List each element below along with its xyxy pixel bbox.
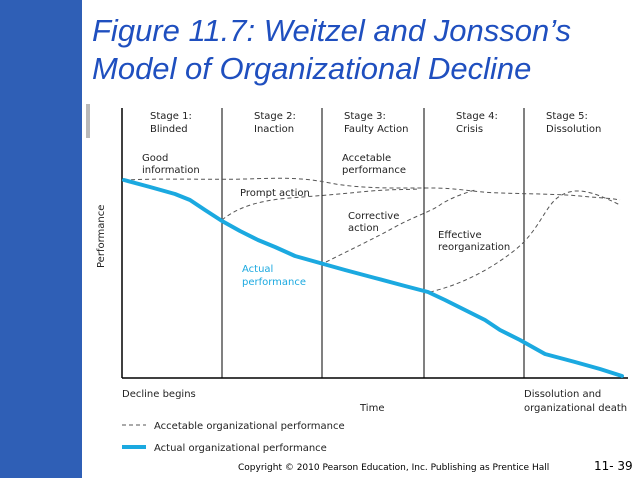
- decline-begins-label: Decline begins: [122, 389, 196, 400]
- stage-1-number: Stage 1:: [150, 111, 192, 122]
- stage-1-name: Blinded: [150, 124, 188, 135]
- acceptable-performance-label-1: Accetable: [342, 153, 391, 164]
- corrective-action-label-1: Corrective: [348, 211, 399, 222]
- dissolution-label-2: organizational death: [524, 403, 627, 414]
- y-axis-label: Performance: [96, 205, 107, 268]
- acceptable-performance-label-2: performance: [342, 165, 406, 176]
- stage-5-name: Dissolution: [546, 124, 601, 135]
- slide-title-line-1: Figure 11.7: Weitzel and Jonsson’s: [92, 13, 572, 48]
- left-accent-bar: [0, 0, 82, 478]
- stage-3-number: Stage 3:: [344, 111, 386, 122]
- actual-performance-label-2: performance: [242, 277, 306, 288]
- decorative-notch: [86, 104, 90, 138]
- good-information-label-1: Good: [142, 153, 168, 164]
- effective-reorganization-label-1: Effective: [438, 230, 482, 241]
- slide-title-line-2: Model of Organizational Decline: [92, 51, 532, 86]
- effective-reorganization-curve: [429, 190, 621, 293]
- stage-3-name: Faulty Action: [344, 124, 408, 135]
- x-axis-label: Time: [359, 403, 384, 414]
- slide-number: 11- 39: [594, 459, 633, 473]
- slide-title: Figure 11.7: Weitzel and Jonsson’s Model…: [92, 12, 571, 88]
- good-information-label-2: information: [142, 165, 200, 176]
- stage-2-number: Stage 2:: [254, 111, 296, 122]
- legend-acceptable-label: Accetable organizational performance: [154, 421, 345, 432]
- corrective-action-label-2: action: [348, 223, 379, 234]
- stage-4-name: Crisis: [456, 124, 483, 135]
- legend-actual-label: Actual organizational performance: [154, 443, 327, 454]
- acceptable-performance-curves: [123, 177, 621, 293]
- prompt-action-label: Prompt action: [240, 188, 310, 199]
- stage-4-number: Stage 4:: [456, 111, 498, 122]
- corrective-action-curve: [325, 189, 476, 263]
- effective-reorganization-label-2: reorganization: [438, 242, 510, 253]
- acceptable-baseline-curve: [123, 177, 621, 201]
- stage-5-number: Stage 5:: [546, 111, 588, 122]
- copyright-footer: Copyright © 2010 Pearson Education, Inc.…: [238, 463, 550, 473]
- actual-performance-curve: [122, 178, 624, 378]
- dissolution-label-1: Dissolution and: [524, 389, 601, 400]
- stage-2-name: Inaction: [254, 124, 294, 135]
- actual-performance-label-1: Actual: [242, 264, 273, 275]
